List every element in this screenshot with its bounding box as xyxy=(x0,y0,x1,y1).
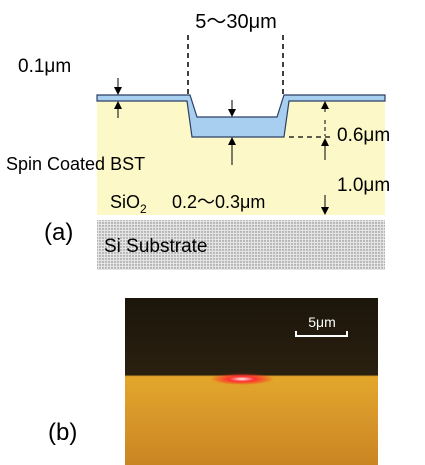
scale-label: 5μm xyxy=(308,314,336,330)
trench-width: 5～30μm xyxy=(195,11,277,33)
panel-a: 5～30μm 0.1μm 0.6μm 1.0μm Spin Coated BST… xyxy=(6,11,390,270)
trench-gap xyxy=(190,94,284,117)
panel-label: (a) xyxy=(44,219,73,246)
figure: 5～30μm 0.1μm 0.6μm 1.0μm Spin Coated BST… xyxy=(0,0,425,465)
bst-top-thickness: 0.1μm xyxy=(18,56,71,77)
bst-trench-thickness: 0.2～0.3μm xyxy=(172,192,265,212)
bst-label: Spin Coated BST xyxy=(6,154,145,174)
glow xyxy=(210,373,274,385)
panel-label: (b) xyxy=(48,419,77,446)
trench-depth: 0.6μm xyxy=(337,125,390,146)
sio2-subscript: 2 xyxy=(140,202,147,216)
substrate-label: Si Substrate xyxy=(104,236,208,257)
panel-b: 5μm (b) xyxy=(48,298,378,465)
sio2-text: SiO xyxy=(110,192,140,212)
oxide-thickness: 1.0μm xyxy=(337,175,390,196)
